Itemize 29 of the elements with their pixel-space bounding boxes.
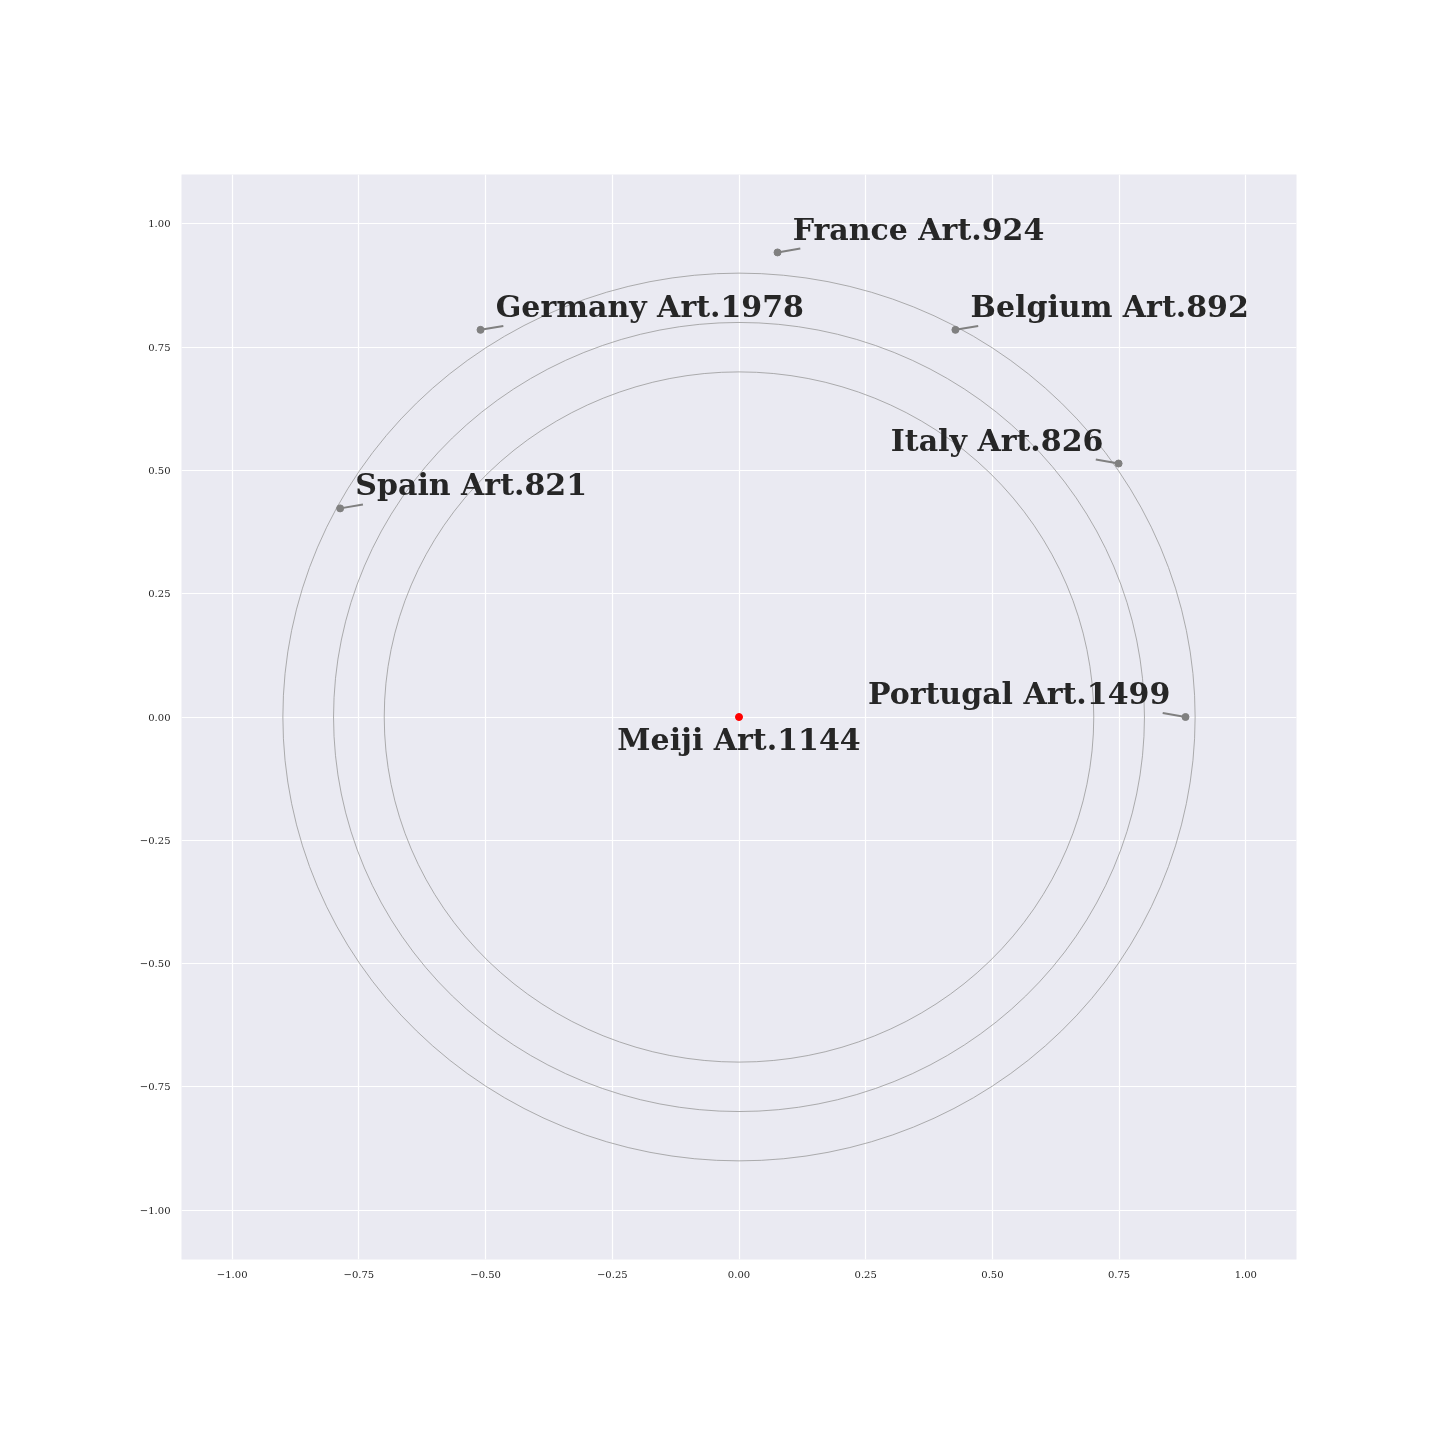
y-tick-label: 0.50: [148, 464, 171, 476]
data-label: Germany Art.1978: [495, 288, 804, 324]
data-label: France Art.924: [792, 211, 1045, 247]
data-label: Italy Art.826: [890, 422, 1104, 458]
x-tick-label: −0.25: [596, 1268, 628, 1280]
y-tick-label: −0.25: [139, 834, 171, 846]
data-label: Meiji Art.1144: [617, 721, 861, 757]
y-tick-label: −0.50: [139, 958, 171, 970]
y-tick-label: −1.00: [139, 1204, 171, 1216]
x-tick-label: 0.25: [854, 1268, 877, 1280]
data-label: Portugal Art.1499: [867, 676, 1171, 712]
point: [336, 504, 345, 513]
x-tick-label: 0.50: [981, 1268, 1004, 1280]
x-tick-label: 0.00: [727, 1268, 751, 1280]
x-tick-label: −0.50: [470, 1268, 501, 1280]
x-tick-label: 0.75: [1107, 1268, 1131, 1280]
y-tick-label: 0.75: [148, 341, 171, 353]
data-label: Spain Art.821: [355, 467, 588, 503]
y-tick-label: 0.00: [148, 711, 171, 723]
x-tick-label: 1.00: [1234, 1268, 1257, 1280]
point: [1181, 713, 1190, 721]
y-tick-label: 1.00: [148, 218, 171, 230]
point: [476, 325, 485, 334]
y-tick-label: 0.25: [148, 588, 171, 600]
x-tick-label: −1.00: [216, 1268, 248, 1280]
point: [951, 325, 960, 334]
data-label: Belgium Art.892: [970, 288, 1249, 324]
y-tick-label: −0.75: [139, 1081, 171, 1093]
x-tick-label: −0.75: [343, 1268, 375, 1280]
